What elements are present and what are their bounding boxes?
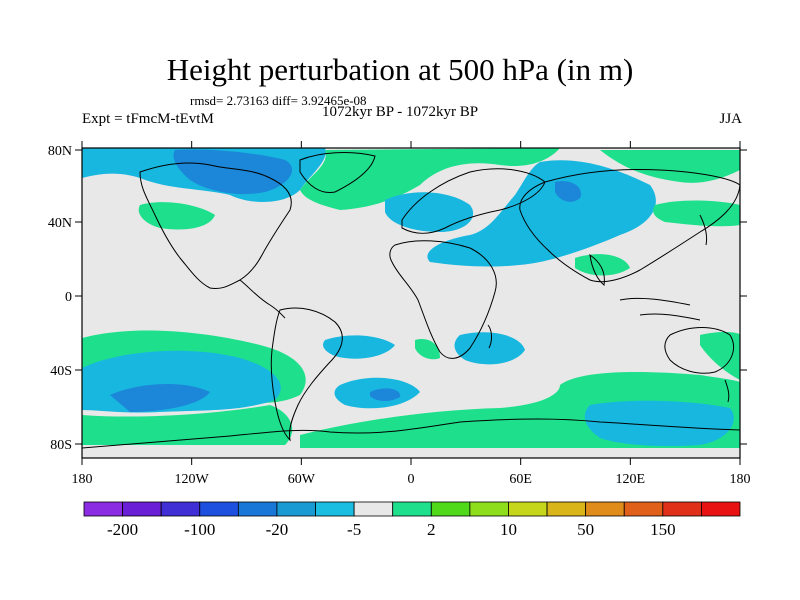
region-pacific-green bbox=[138, 202, 215, 230]
colorbar-swatch bbox=[353, 501, 394, 517]
coast-north-america bbox=[139, 162, 292, 289]
lon-tick-label: 180 bbox=[72, 472, 93, 487]
region-asia-blue bbox=[427, 160, 656, 267]
lon-tick-label: 120E bbox=[616, 472, 646, 487]
coast-indonesia bbox=[619, 297, 701, 321]
map-title: Height perturbation at 500 hPa (in m) bbox=[166, 52, 634, 87]
colorbar-labels: -200 -100 -20 -5 2 10 50 150 bbox=[107, 520, 676, 539]
lon-tick-label: 0 bbox=[408, 472, 415, 487]
lon-tick-label: 60E bbox=[509, 472, 532, 487]
lat-tick-label: 0 bbox=[65, 290, 72, 305]
colorbar-swatch bbox=[546, 501, 587, 517]
colorbar-swatch bbox=[662, 501, 702, 517]
lon-tick-label: 180 bbox=[730, 472, 751, 487]
colorbar-swatch bbox=[199, 501, 239, 517]
colorbar-swatch bbox=[623, 501, 664, 517]
contour-field bbox=[82, 148, 740, 458]
colorbar-swatch bbox=[585, 501, 625, 517]
lat-tick-label: 40N bbox=[48, 216, 72, 231]
region-south-atlantic-blue bbox=[323, 335, 395, 359]
colorbar-label: -20 bbox=[266, 520, 289, 539]
region-india-green bbox=[575, 254, 630, 276]
region-south-atlantic-darkblue bbox=[370, 388, 401, 402]
lat-tick-label: 80N bbox=[48, 144, 72, 159]
colorbar-swatch bbox=[122, 501, 162, 517]
coast-india bbox=[589, 253, 605, 286]
lat-tick-label: 80S bbox=[50, 438, 72, 453]
lon-tick-label: 60W bbox=[288, 472, 316, 487]
coast-greenland bbox=[299, 152, 376, 194]
colorbar-label: -200 bbox=[107, 520, 138, 539]
colorbar-label: 2 bbox=[427, 520, 436, 539]
coast-central-america bbox=[239, 279, 286, 319]
colorbar-swatch bbox=[315, 501, 355, 517]
colorbar-swatch bbox=[160, 501, 201, 517]
coast-africa bbox=[389, 240, 497, 359]
coast-asia bbox=[519, 169, 740, 283]
coast-europe bbox=[401, 168, 546, 234]
stats-text: rmsd= 2.73163 diff= 3.92465e-08 bbox=[190, 93, 367, 108]
coastlines bbox=[82, 152, 740, 449]
region-south-pacific-darkblue bbox=[110, 384, 210, 412]
colorbar-label: 150 bbox=[650, 520, 676, 539]
colorbar-label: 50 bbox=[577, 520, 594, 539]
region-asia-darkblue bbox=[555, 181, 582, 202]
colorbar-label: -100 bbox=[184, 520, 215, 539]
coast-new-zealand bbox=[724, 379, 730, 403]
region-south-indian-blue bbox=[454, 332, 525, 365]
colorbar-swatch bbox=[237, 501, 278, 517]
lat-tick-label: 40S bbox=[50, 364, 72, 379]
coast-antarctica bbox=[82, 418, 740, 449]
axis-ticks bbox=[75, 141, 747, 465]
lon-tick-label: 120W bbox=[175, 472, 210, 487]
coast-south-america bbox=[270, 307, 343, 442]
colorbar-swatch bbox=[83, 501, 123, 517]
colorbar-label: 10 bbox=[500, 520, 517, 539]
coast-japan bbox=[699, 214, 708, 246]
region-canada-darkblue bbox=[173, 149, 293, 195]
region-australia-green bbox=[700, 331, 740, 380]
colorbar-boxes bbox=[83, 501, 741, 517]
colorbar-swatch bbox=[701, 501, 741, 517]
axis-tick-labels: 180 120W 60W 0 60E 120E 180 80N 40N 0 40S 80S bbox=[48, 144, 751, 487]
coast-madagascar bbox=[487, 324, 492, 349]
colorbar-swatch bbox=[430, 501, 471, 517]
colorbar-swatch bbox=[508, 501, 548, 517]
region-antarctic-blue bbox=[584, 400, 734, 447]
experiment-label: Expt = tFmcM-tEvtM bbox=[82, 111, 214, 127]
region-greenland-green bbox=[300, 148, 560, 210]
colorbar-label: -5 bbox=[347, 520, 361, 539]
period-label: 1072kyr BP - 1072kyr BP bbox=[322, 104, 479, 120]
coast-australia bbox=[664, 327, 734, 374]
colorbar-swatch bbox=[276, 501, 316, 517]
season-label: JJA bbox=[719, 111, 742, 127]
colorbar-swatch bbox=[392, 501, 432, 517]
region-south-indian-green bbox=[415, 339, 440, 360]
colorbar-swatch bbox=[469, 501, 509, 517]
region-europe-blue bbox=[385, 192, 474, 232]
region-antarctica-neutral bbox=[82, 448, 740, 458]
